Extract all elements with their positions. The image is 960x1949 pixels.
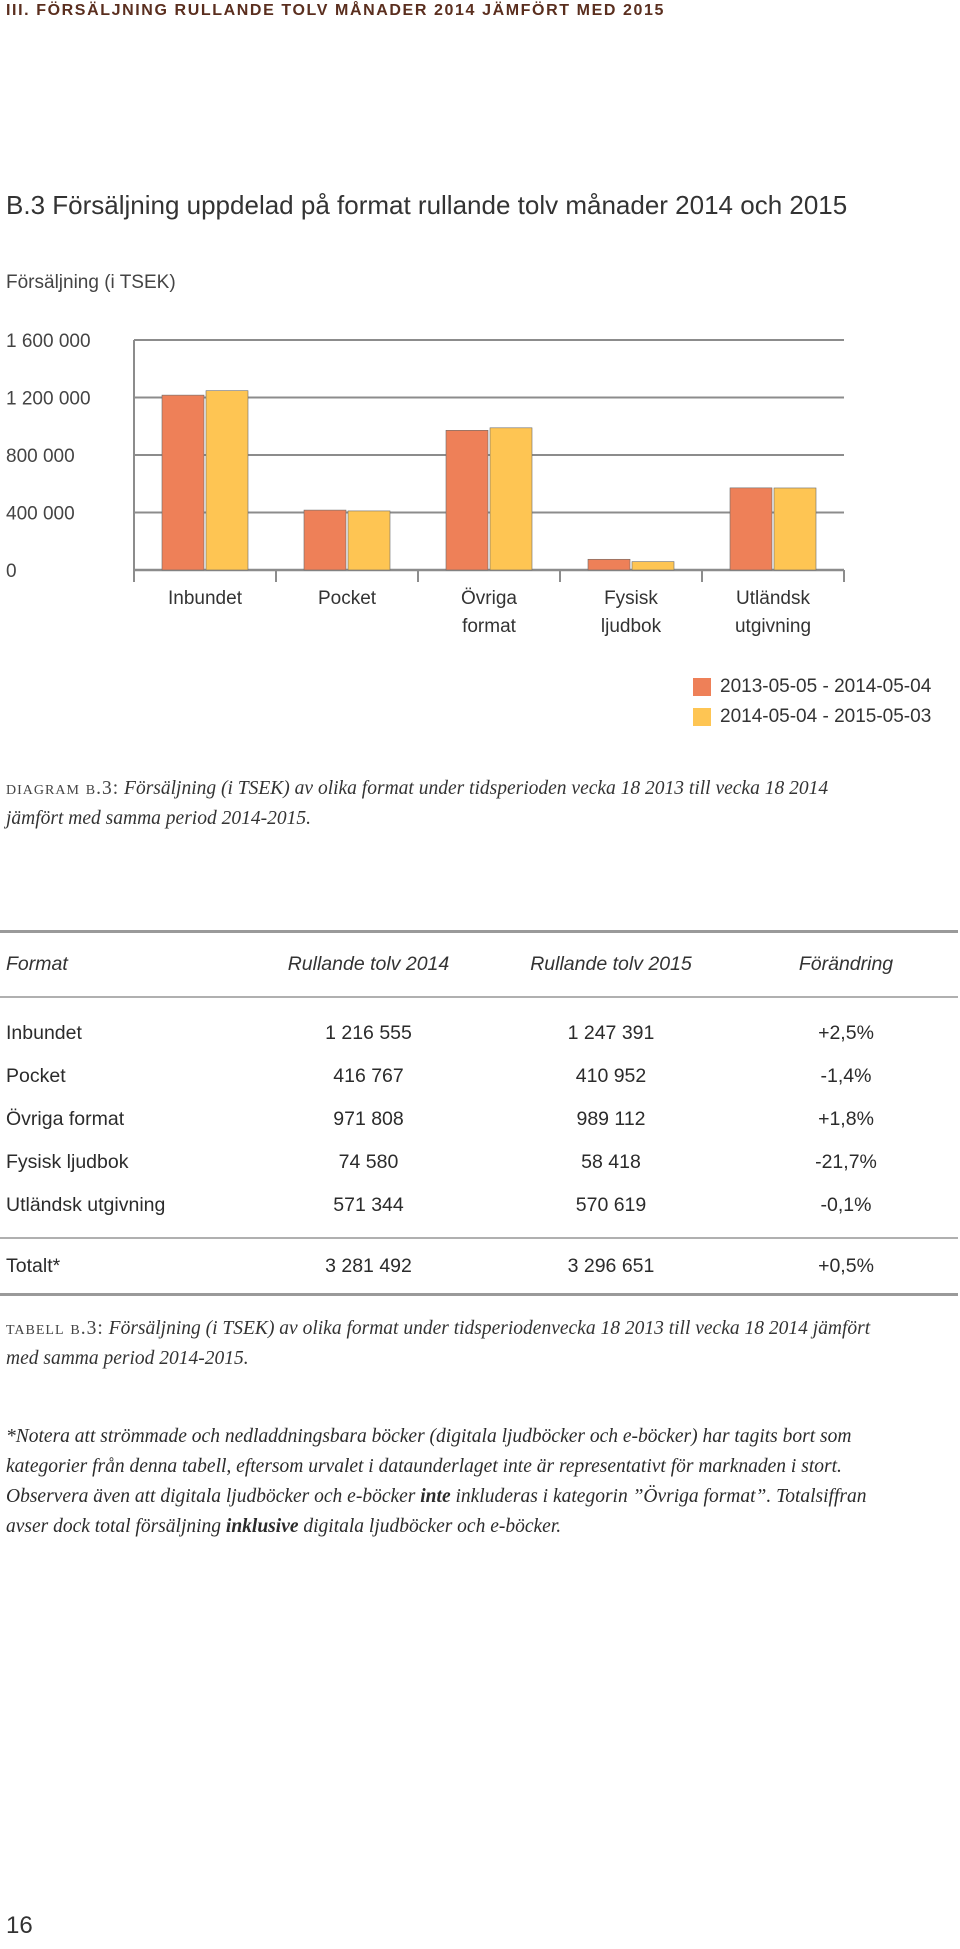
bar-chart: 0 400 000 800 000 1 200 000 1 600 000 Inbunde… [6, 331, 845, 637]
row-change-cell: -1,4% [820, 1065, 872, 1087]
diagram-caption: diagram b.3: Försäljning (i TSEK) av oli… [6, 774, 886, 834]
table-bottom-rule [0, 1293, 958, 1296]
bar-2015 [489, 427, 533, 571]
x-tick-label: Inbundet [168, 588, 243, 609]
y-tick-label: 800 000 [6, 446, 75, 467]
row-2015-cell: 410 952 [575, 1065, 647, 1087]
table-caption: tabell b.3: Försäljning (i TSEK) av olik… [6, 1314, 886, 1374]
row-change-cell: -0,1% [820, 1194, 872, 1216]
row-2014-cell: 416 767 [333, 1065, 404, 1087]
row-2015-cell: 1 247 391 [567, 1022, 655, 1044]
chart-heading: B.3 Försäljning uppdelad på format rulla… [6, 190, 848, 220]
sales-table: Format Rullande tolv 2014 Rullande tolv … [0, 930, 958, 1296]
x-tick-label: Utländsk utgivning [735, 588, 811, 637]
table-row: Fysisk ljudbok 74 580 58 418 -21,7% [0, 1141, 958, 1184]
x-tick-label: Fysisk ljudbok [601, 588, 662, 637]
bar-2015 [205, 390, 249, 571]
legend-label-2015: 2014-05-04 - 2015-05-03 [720, 706, 932, 727]
header-format: Format [6, 953, 68, 975]
row-2015-cell: 989 112 [576, 1108, 646, 1130]
y-tick-label: 0 [6, 561, 17, 582]
legend-swatch-2015 [693, 708, 711, 726]
row-2014-cell: 74 580 [338, 1151, 399, 1173]
bar-2014 [587, 558, 631, 571]
row-format-cell: Utländsk utgivning [6, 1194, 166, 1216]
header-change: Förändring [798, 953, 894, 975]
table-row: Inbundet 1 216 555 1 247 391 +2,5% [0, 1012, 958, 1055]
row-2014-cell: 1 216 555 [325, 1022, 412, 1044]
total-label: Totalt* [6, 1254, 61, 1277]
table-header-row: Format Rullande tolv 2014 Rullande tolv … [0, 933, 958, 996]
footnote-bold-inte: inte [420, 1486, 451, 1507]
bar-2015 [773, 487, 817, 571]
row-format-cell: Inbundet [6, 1022, 82, 1044]
table-total-row: Totalt* 3 281 492 3 296 651 +0,5% [0, 1239, 958, 1293]
bar-2014 [303, 509, 347, 571]
diagram-caption-label: diagram b.3: [6, 778, 120, 799]
legend-item-2015: 2014-05-04 - 2015-05-03 [693, 702, 931, 732]
table-row: Övriga format 971 808 989 112 +1,8% [0, 1098, 958, 1141]
footnote-bold-inklusive: inklusive [225, 1516, 299, 1537]
footnote-part2: inkluderas i kategorin ”Övriga format”. … [6, 1486, 867, 1537]
bar-2015 [347, 510, 391, 571]
table-row: Utländsk utgivning 571 344 570 619 -0,1% [0, 1184, 958, 1227]
footnote-part1: *Notera att strömmade och nedladdningsba… [6, 1426, 852, 1507]
footnote-part3: digitala ljudböcker och e-böcker. [298, 1516, 562, 1537]
row-2014-cell: 571 344 [333, 1194, 404, 1216]
chart-legend: 2013-05-05 - 2014-05-04 2014-05-04 - 201… [693, 672, 931, 732]
row-2015-cell: 570 619 [575, 1194, 647, 1216]
page-number: 16 [6, 1912, 33, 1939]
legend-item-2014: 2013-05-05 - 2014-05-04 [693, 672, 931, 702]
x-tick-label: Pocket [318, 588, 377, 609]
row-change-cell: +2,5% [818, 1022, 874, 1044]
table-top-rule [0, 930, 958, 933]
row-format-cell: Fysisk ljudbok [6, 1151, 129, 1173]
chart-ylabel: Försäljning (i TSEK) [6, 272, 176, 293]
table-row: Pocket 416 767 410 952 -1,4% [0, 1055, 958, 1098]
row-2015-cell: 58 418 [581, 1151, 641, 1173]
x-tick-label: Övriga format [461, 588, 517, 637]
row-change-cell: -21,7% [815, 1151, 877, 1173]
header-rolling-2015: Rullande tolv 2015 [530, 953, 692, 975]
total-2014: 3 281 492 [325, 1254, 412, 1277]
row-format-cell: Övriga format [6, 1108, 125, 1130]
bar-2014 [161, 394, 205, 571]
total-change: +0,5% [818, 1254, 874, 1277]
header-rolling-2014: Rullande tolv 2014 [287, 953, 450, 975]
legend-swatch-2014 [693, 678, 711, 696]
row-2014-cell: 971 808 [333, 1108, 404, 1130]
row-change-cell: +1,8% [818, 1108, 874, 1130]
table-caption-text: Försäljning (i TSEK) av olika format und… [6, 1318, 871, 1369]
y-tick-label: 1 600 000 [6, 331, 91, 352]
bar-2014 [729, 487, 773, 571]
bar-2015 [631, 561, 675, 571]
total-2015: 3 296 651 [567, 1254, 655, 1277]
table-total-rule [0, 1237, 958, 1239]
footnote: *Notera att strömmade och nedladdningsba… [6, 1422, 906, 1542]
y-tick-label: 1 200 000 [6, 389, 91, 410]
y-tick-label: 400 000 [6, 504, 75, 525]
diagram-caption-text: Försäljning (i TSEK) av olika format und… [6, 778, 829, 829]
table-caption-label: tabell b.3: [6, 1318, 104, 1339]
table-body: Inbundet 1 216 555 1 247 391 +2,5% Pocket 416… [0, 998, 958, 1237]
bar-2014 [445, 430, 489, 571]
legend-label-2014: 2013-05-05 - 2014-05-04 [720, 676, 932, 697]
table-header-rule [0, 996, 958, 998]
row-format-cell: Pocket [6, 1065, 66, 1087]
section-header: III. FÖRSÄLJNING RULLANDE TOLV MÅNADER 2… [6, 2, 666, 19]
